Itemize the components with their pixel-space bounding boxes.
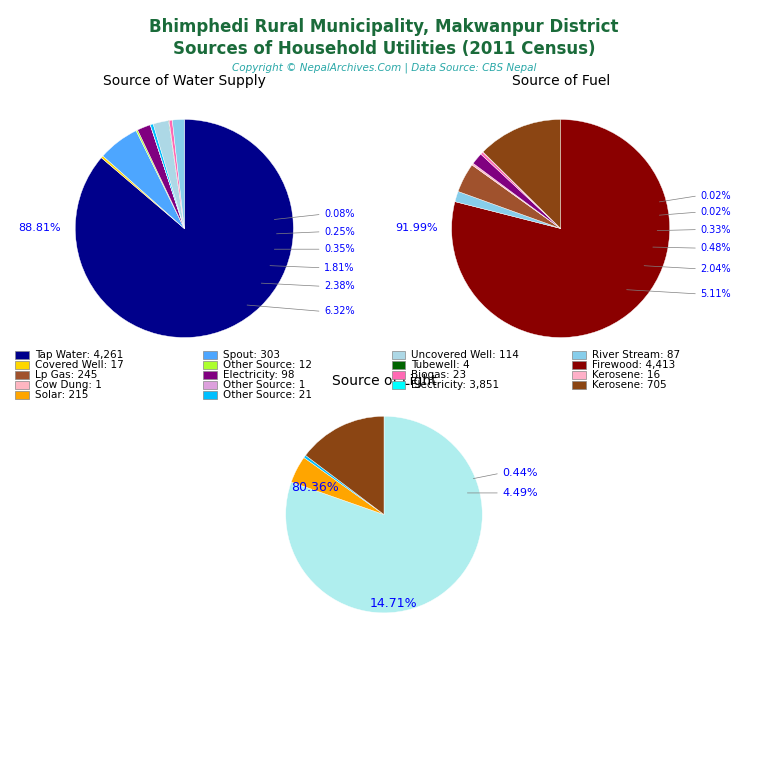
Text: Uncovered Well: 114: Uncovered Well: 114 [411,349,519,359]
Text: Biogas: 23: Biogas: 23 [411,369,466,379]
Wedge shape [151,124,184,229]
FancyBboxPatch shape [15,350,28,359]
Wedge shape [291,458,384,515]
Text: Sources of Household Utilities (2011 Census): Sources of Household Utilities (2011 Cen… [173,40,595,58]
FancyBboxPatch shape [392,361,405,369]
Text: Kerosene: 16: Kerosene: 16 [591,369,660,379]
FancyBboxPatch shape [572,381,586,389]
Text: Copyright © NepalArchives.Com | Data Source: CBS Nepal: Copyright © NepalArchives.Com | Data Sou… [232,63,536,74]
Wedge shape [151,125,184,229]
FancyBboxPatch shape [572,361,586,369]
Text: 0.02%: 0.02% [700,190,731,200]
FancyBboxPatch shape [204,370,217,379]
Wedge shape [306,416,384,515]
Text: River Stream: 87: River Stream: 87 [591,349,680,359]
Wedge shape [168,121,184,229]
Text: 1.81%: 1.81% [324,263,354,273]
FancyBboxPatch shape [204,350,217,359]
Wedge shape [172,119,184,229]
Text: 2.04%: 2.04% [700,264,731,274]
Text: Other Source: 1: Other Source: 1 [223,379,306,389]
Text: 5.11%: 5.11% [700,289,731,299]
Text: Spout: 303: Spout: 303 [223,349,280,359]
Wedge shape [101,156,184,229]
Text: 0.02%: 0.02% [700,207,731,217]
FancyBboxPatch shape [204,381,217,389]
FancyBboxPatch shape [572,350,586,359]
Wedge shape [75,119,293,337]
Text: Kerosene: 705: Kerosene: 705 [591,379,667,389]
Wedge shape [483,152,561,229]
Text: 0.48%: 0.48% [700,243,730,253]
FancyBboxPatch shape [392,370,405,379]
Text: 0.33%: 0.33% [700,224,730,234]
Text: 4.49%: 4.49% [502,488,538,498]
FancyBboxPatch shape [15,381,28,389]
Title: Source of Water Supply: Source of Water Supply [103,74,266,88]
Text: Solar: 215: Solar: 215 [35,389,88,399]
Text: Covered Well: 17: Covered Well: 17 [35,359,124,369]
Text: 0.08%: 0.08% [324,210,354,220]
Text: Tap Water: 4,261: Tap Water: 4,261 [35,349,123,359]
Text: 0.44%: 0.44% [502,468,538,478]
Wedge shape [136,130,184,229]
FancyBboxPatch shape [392,350,405,359]
FancyBboxPatch shape [572,370,586,379]
Text: 6.32%: 6.32% [324,306,355,316]
Wedge shape [452,119,670,337]
Wedge shape [473,154,561,229]
Text: 80.36%: 80.36% [291,481,339,494]
Wedge shape [304,455,384,515]
Text: 0.35%: 0.35% [324,244,355,254]
Text: Electricity: 3,851: Electricity: 3,851 [411,379,499,389]
Title: Source of Fuel: Source of Fuel [511,74,610,88]
Wedge shape [481,152,561,229]
Wedge shape [458,165,561,229]
FancyBboxPatch shape [15,370,28,379]
Text: Other Source: 12: Other Source: 12 [223,359,312,369]
Text: Electricity: 98: Electricity: 98 [223,369,294,379]
Text: 2.38%: 2.38% [324,281,355,291]
Wedge shape [455,191,561,229]
Text: Bhimphedi Rural Municipality, Makwanpur District: Bhimphedi Rural Municipality, Makwanpur … [149,18,619,35]
FancyBboxPatch shape [204,361,217,369]
Wedge shape [483,152,561,229]
Text: 0.25%: 0.25% [324,227,355,237]
Wedge shape [286,416,482,613]
Wedge shape [169,120,184,229]
FancyBboxPatch shape [204,390,217,399]
FancyBboxPatch shape [15,361,28,369]
FancyBboxPatch shape [392,381,405,389]
Wedge shape [472,164,561,229]
Wedge shape [483,119,561,229]
Text: Firewood: 4,413: Firewood: 4,413 [591,359,675,369]
Text: Lp Gas: 245: Lp Gas: 245 [35,369,97,379]
Text: 14.71%: 14.71% [370,597,418,610]
Wedge shape [153,121,184,229]
Text: 88.81%: 88.81% [18,223,61,233]
Text: Other Source: 21: Other Source: 21 [223,389,312,399]
Text: Tubewell: 4: Tubewell: 4 [411,359,470,369]
Text: 91.99%: 91.99% [395,223,438,233]
Title: Source of Light: Source of Light [332,374,436,388]
Wedge shape [137,125,184,229]
FancyBboxPatch shape [15,390,28,399]
Wedge shape [103,131,184,229]
Text: Cow Dung: 1: Cow Dung: 1 [35,379,101,389]
